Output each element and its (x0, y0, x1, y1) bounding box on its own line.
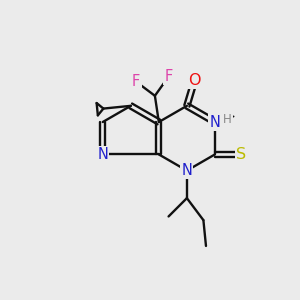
Text: F: F (132, 74, 140, 89)
Text: O: O (188, 73, 201, 88)
Text: H: H (223, 113, 232, 126)
Text: N: N (209, 115, 220, 130)
Text: S: S (236, 147, 247, 162)
Text: N: N (97, 147, 108, 162)
Text: F: F (164, 69, 172, 84)
Text: N: N (182, 163, 192, 178)
